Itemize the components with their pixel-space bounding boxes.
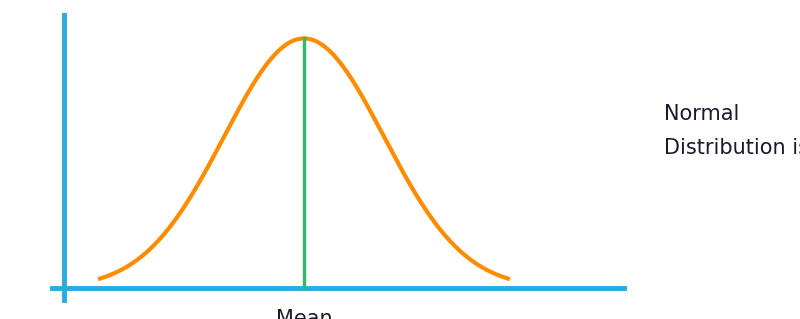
- Text: Normal
Distribution is Symmetric: Normal Distribution is Symmetric: [664, 104, 800, 158]
- Text: Mean: Mean: [276, 309, 332, 319]
